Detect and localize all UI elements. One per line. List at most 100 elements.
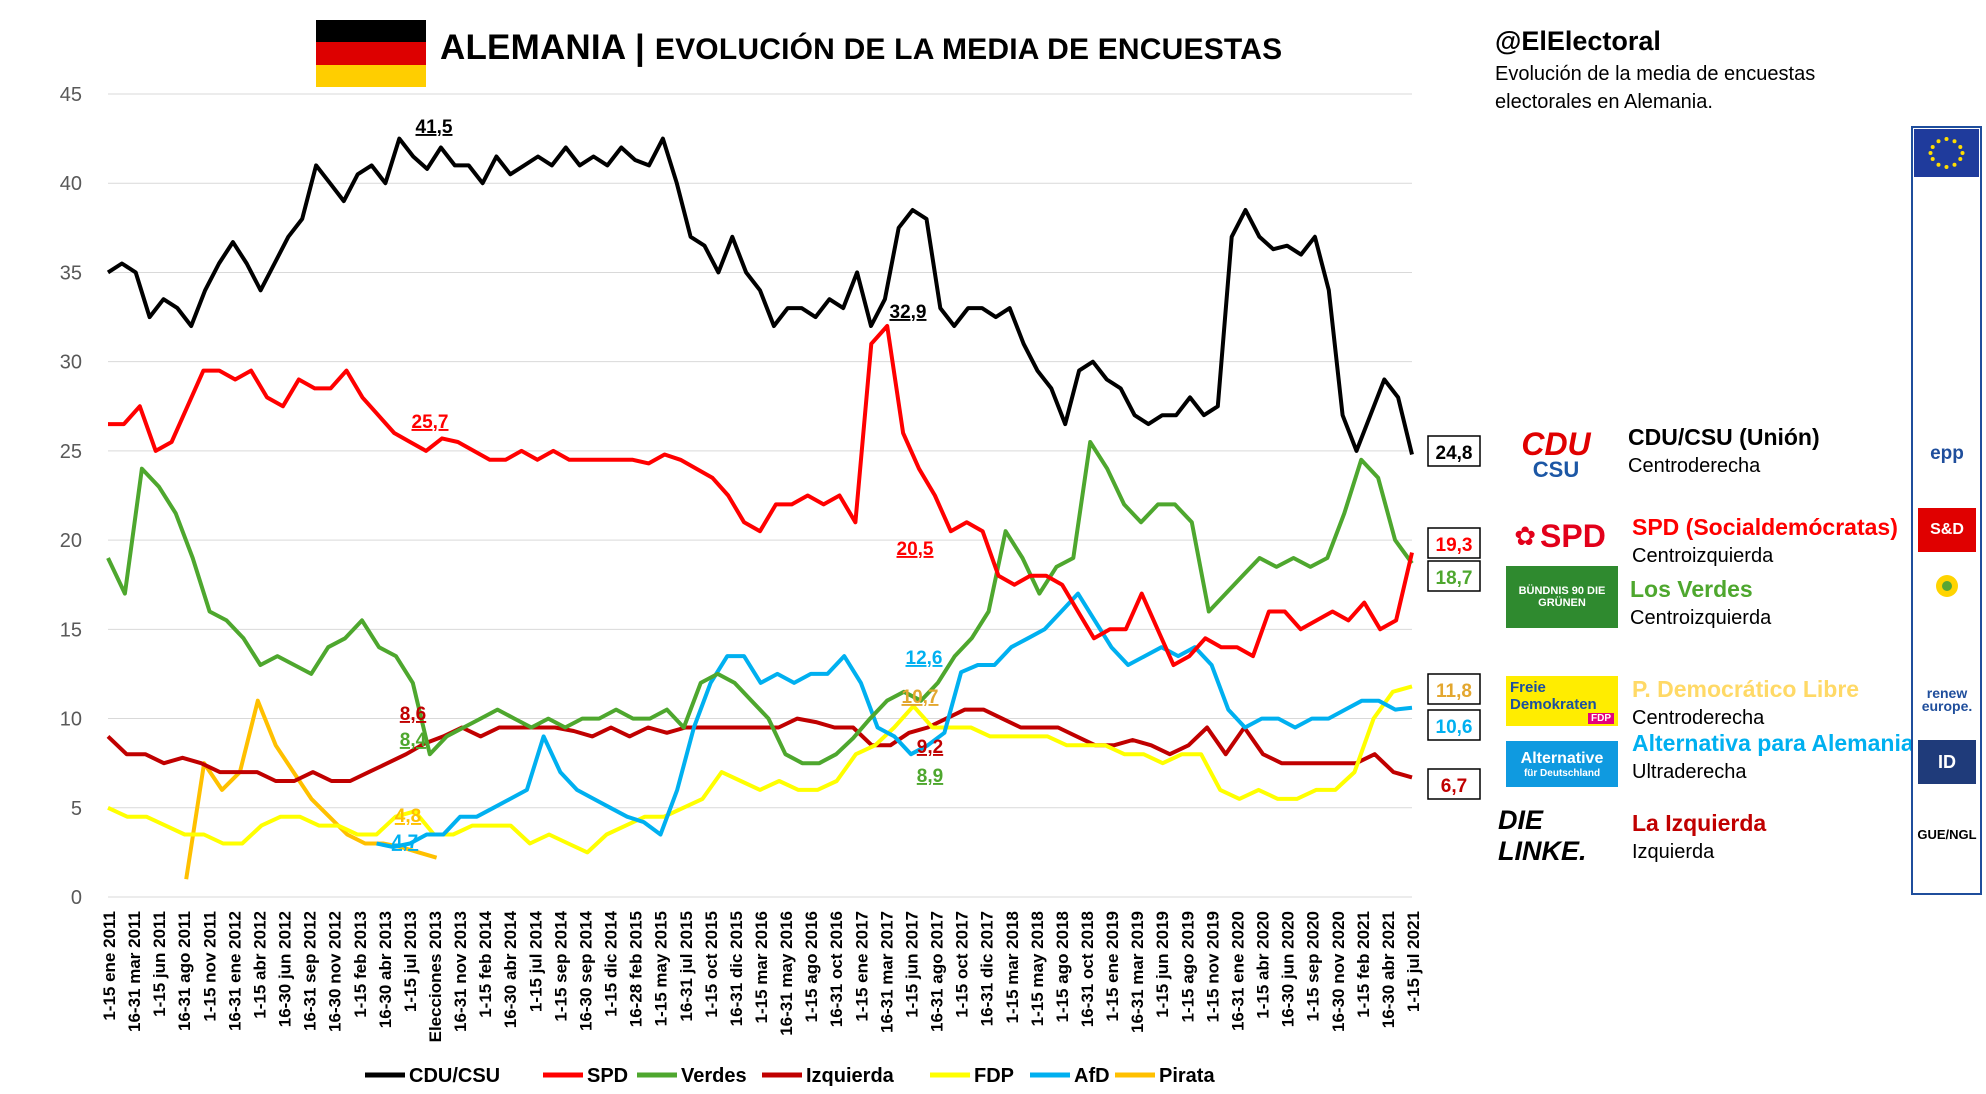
brand-handle: @ElElectoral bbox=[1495, 26, 1661, 56]
epp-icon: epp bbox=[1930, 443, 1964, 464]
x-tick-label: 16-31 mar 2011 bbox=[125, 911, 144, 1032]
party-spd: SPD (Socialdemócratas) Centroizquierda bbox=[1632, 514, 1898, 567]
greens-group-icon bbox=[1918, 564, 1976, 608]
x-tick-label: 16-31 dic 2017 bbox=[978, 911, 997, 1026]
end-value-label: 11,8 bbox=[1436, 681, 1472, 702]
party-izquierda: La Izquierda Izquierda bbox=[1632, 810, 1767, 863]
data-label: 8,4 bbox=[400, 730, 427, 751]
x-tick-label: 1-15 dic 2014 bbox=[602, 910, 621, 1016]
legend-label: AfD bbox=[1074, 1065, 1110, 1087]
y-tick-label: 35 bbox=[60, 262, 82, 284]
fdp-logo: Freie Demokraten FDP bbox=[1506, 676, 1618, 726]
series-line-fdp bbox=[107, 684, 1413, 855]
x-tick-label: 16-31 nov 2013 bbox=[451, 911, 470, 1032]
x-tick-label: 16-30 abr 2013 bbox=[376, 911, 395, 1028]
description: Evolución de la media de encuestas elect… bbox=[1495, 63, 1816, 113]
sd-icon: S&D bbox=[1918, 508, 1976, 552]
data-label: 4,8 bbox=[395, 806, 421, 827]
end-value-label: 24,8 bbox=[1436, 443, 1473, 464]
x-tick-label: 1-15 oct 2015 bbox=[702, 911, 721, 1018]
series-line-izquierda bbox=[106, 707, 1413, 783]
gue-icon: GUE/NGL bbox=[1917, 826, 1977, 842]
x-tick-label: 16-30 abr 2021 bbox=[1379, 911, 1398, 1028]
data-label: 8,6 bbox=[400, 704, 426, 725]
data-label: 9,2 bbox=[917, 737, 943, 758]
data-label: 4,7 bbox=[392, 832, 418, 853]
y-tick-label: 5 bbox=[71, 798, 82, 820]
x-tick-label: 16-31 ene 2012 bbox=[225, 911, 244, 1031]
x-tick-label: 16-30 sep 2014 bbox=[576, 910, 595, 1031]
x-tick-label: 1-15 ago 2018 bbox=[1053, 911, 1072, 1023]
x-tick-label: 1-15 may 2018 bbox=[1028, 911, 1047, 1026]
end-value-box bbox=[1427, 435, 1481, 467]
x-tick-label: 1-15 mar 2016 bbox=[752, 911, 771, 1023]
x-tick-label: 16-31 oct 2016 bbox=[827, 911, 846, 1027]
eu-flag-icon bbox=[1914, 129, 1979, 177]
party-afd: Alternativa para Alemania Ultraderecha bbox=[1632, 730, 1914, 783]
series-line-verdes bbox=[106, 440, 1414, 766]
afd-logo: Alternative für Deutschland bbox=[1506, 741, 1618, 787]
party-fdp: P. Democrático Libre Centroderecha bbox=[1632, 676, 1860, 729]
x-tick-label: 1-15 jul 2021 bbox=[1404, 911, 1423, 1012]
legend-label: CDU/CSU bbox=[409, 1065, 500, 1087]
x-tick-label: 16-30 nov 2012 bbox=[326, 911, 345, 1032]
x-tick-label: 16-30 nov 2020 bbox=[1329, 911, 1348, 1032]
party-verdes: Los Verdes Centroizquierda bbox=[1630, 576, 1772, 629]
legend-label: SPD bbox=[587, 1065, 628, 1087]
end-value-box bbox=[1427, 527, 1481, 559]
x-tick-label: 16-28 feb 2015 bbox=[627, 911, 646, 1027]
data-label: 20,5 bbox=[897, 539, 934, 560]
data-label: 32,9 bbox=[890, 302, 927, 323]
legend-label: Pirata bbox=[1159, 1065, 1215, 1087]
x-tick-label: 1-15 may 2015 bbox=[652, 911, 671, 1026]
page-title: ALEMANIA | EVOLUCIÓN DE LA MEDIA DE ENCU… bbox=[440, 28, 1283, 67]
x-tick-label: 1-15 nov 2011 bbox=[200, 911, 219, 1022]
x-tick-label: 1-15 jul 2014 bbox=[526, 910, 545, 1012]
x-tick-label: 1-15 ago 2016 bbox=[802, 911, 821, 1023]
x-tick-label: 1-15 abr 2020 bbox=[1254, 911, 1273, 1019]
y-tick-label: 45 bbox=[60, 84, 82, 106]
end-value-label: 19,3 bbox=[1436, 535, 1473, 556]
data-label: 8,9 bbox=[917, 766, 943, 787]
data-label: 41,5 bbox=[416, 117, 453, 138]
x-tick-label: 16-30 abr 2014 bbox=[501, 910, 520, 1028]
x-tick-label: 16-31 jul 2015 bbox=[677, 911, 696, 1022]
x-tick-label: 1-15 mar 2018 bbox=[1003, 911, 1022, 1023]
x-tick-label: 1-15 sep 2020 bbox=[1304, 911, 1323, 1022]
x-tick-label: 16-31 ago 2011 bbox=[175, 911, 194, 1031]
x-tick-label: 1-15 jun 2017 bbox=[902, 911, 921, 1018]
x-tick-label: 1-15 ene 2019 bbox=[1103, 911, 1122, 1022]
end-value-label: 6,7 bbox=[1441, 776, 1467, 797]
x-tick-label: 1-15 ene 2017 bbox=[852, 911, 871, 1022]
x-tick-label: 16-31 oct 2018 bbox=[1078, 911, 1097, 1027]
end-value-box bbox=[1427, 673, 1481, 705]
y-tick-label: 30 bbox=[60, 352, 82, 374]
x-tick-label: 16-31 mar 2019 bbox=[1128, 911, 1147, 1033]
x-tick-label: Elecciones 2013 bbox=[426, 911, 445, 1042]
y-tick-label: 20 bbox=[60, 530, 82, 552]
series-line-spd bbox=[108, 324, 1414, 667]
x-tick-label: 1-15 jul 2013 bbox=[401, 911, 420, 1012]
x-tick-label: 1-15 jun 2011 bbox=[150, 911, 169, 1017]
x-tick-label: 16-31 sep 2012 bbox=[301, 911, 320, 1031]
x-tick-label: 1-15 feb 2021 bbox=[1354, 911, 1373, 1018]
x-tick-label: 1-15 nov 2019 bbox=[1203, 911, 1222, 1023]
data-label: 25,7 bbox=[412, 412, 449, 433]
series-line-cdu bbox=[106, 136, 1414, 455]
germany-flag bbox=[316, 20, 426, 87]
id-group-icon: ID bbox=[1918, 740, 1976, 784]
x-tick-label: 16-31 ago 2017 bbox=[928, 911, 947, 1032]
end-value-label: 10,6 bbox=[1436, 717, 1473, 738]
x-tick-label: 1-15 jun 2019 bbox=[1153, 911, 1172, 1018]
end-value-box bbox=[1427, 709, 1481, 741]
x-tick-label: 16-31 mar 2017 bbox=[877, 911, 896, 1033]
y-tick-label: 25 bbox=[60, 441, 82, 463]
end-value-box bbox=[1427, 768, 1481, 800]
x-tick-label: 1-15 abr 2012 bbox=[250, 911, 269, 1019]
legend-label: Izquierda bbox=[806, 1065, 895, 1087]
x-tick-label: 16-30 jun 2012 bbox=[276, 911, 295, 1027]
data-label: 12,6 bbox=[906, 648, 943, 669]
legend-label: FDP bbox=[974, 1065, 1014, 1087]
cdu-logo: CDU CSU bbox=[1521, 426, 1591, 482]
